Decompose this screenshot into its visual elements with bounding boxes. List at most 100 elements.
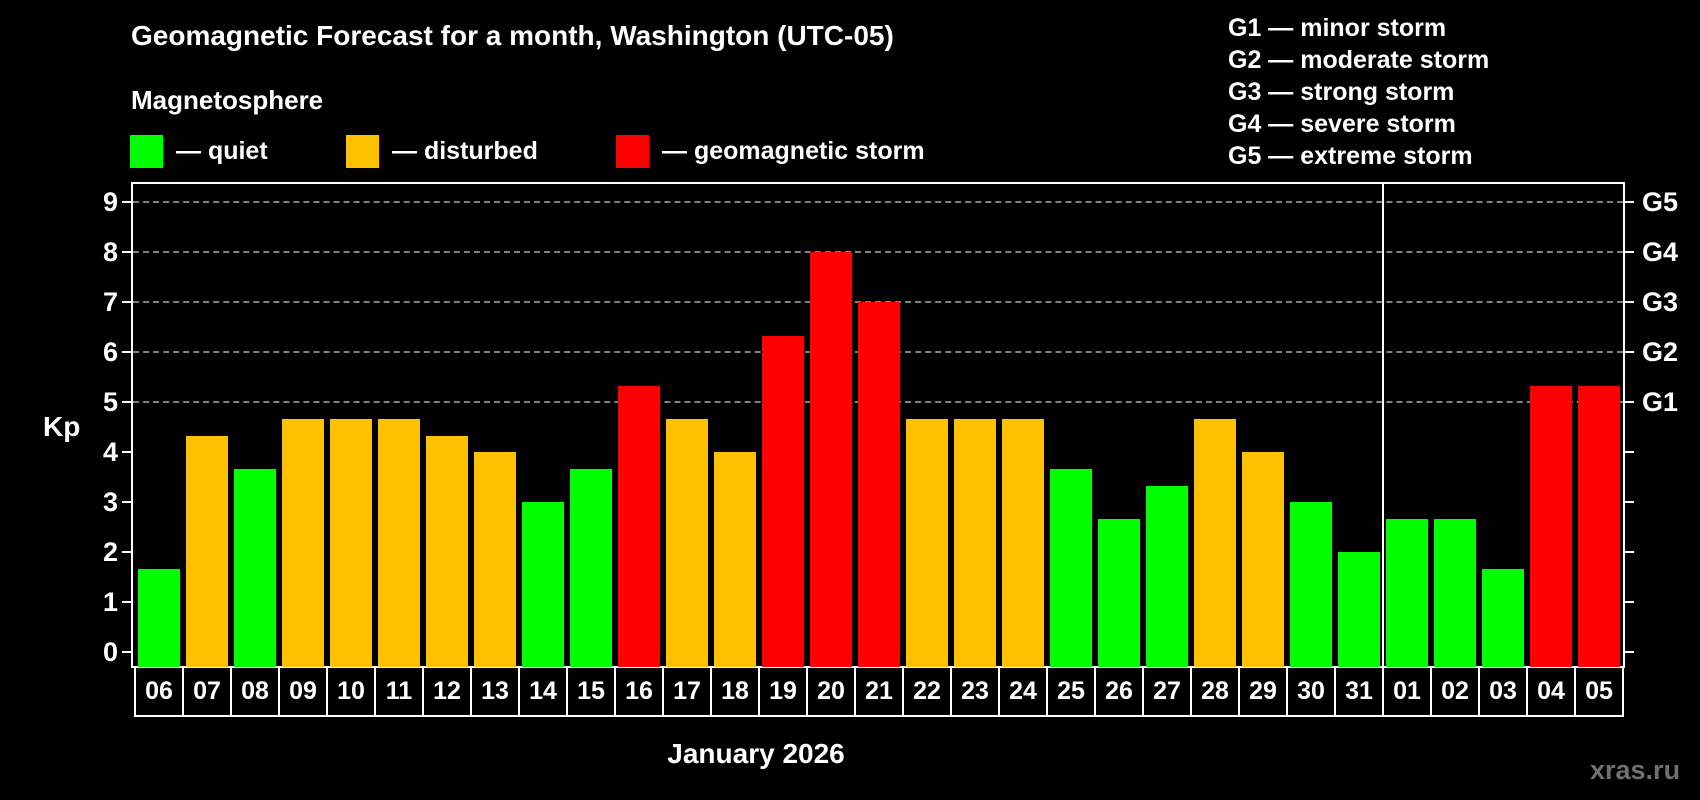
y-tick-left: [122, 401, 131, 403]
y-tick-label: 1: [102, 587, 118, 617]
date-label: 10: [326, 668, 374, 715]
y-tick-right: [1625, 351, 1634, 353]
date-label: 18: [710, 668, 758, 715]
y-tick-label: 0: [102, 637, 118, 667]
legend-label: — quiet: [176, 137, 268, 165]
y-tick-left: [122, 501, 131, 503]
y-tick-left: [122, 201, 131, 203]
y-tick-label: 4: [102, 437, 118, 467]
date-label: 19: [758, 668, 806, 715]
bar-storm: [1578, 386, 1620, 667]
date-label: 25: [1046, 668, 1094, 715]
y-tick-right: [1625, 401, 1634, 403]
gridline: [133, 251, 1623, 253]
date-label: 31: [1334, 668, 1382, 715]
gridline: [133, 201, 1623, 203]
bar-quiet: [1338, 552, 1380, 667]
bar-quiet: [234, 469, 276, 667]
legend-quiet: — quiet: [130, 135, 268, 168]
y-tick-left: [122, 601, 131, 603]
legend-label: — disturbed: [392, 137, 538, 165]
y-tick-label: 2: [102, 537, 118, 567]
y-tick-left: [122, 551, 131, 553]
date-label: 24: [998, 668, 1046, 715]
bar-disturbed: [330, 419, 372, 667]
disturbed-swatch: [346, 135, 379, 168]
bar-storm: [618, 386, 660, 667]
y-tick-label: 7: [102, 287, 118, 317]
date-label: 06: [145, 677, 173, 705]
y-tick-label: 5: [102, 387, 118, 417]
bar-quiet: [1146, 486, 1188, 667]
y-tick-right: [1625, 251, 1634, 253]
date-label: 27: [1142, 668, 1190, 715]
date-label: 11: [374, 668, 422, 715]
date-label: 22: [902, 668, 950, 715]
date-label: 29: [1238, 668, 1286, 715]
date-label: 08: [230, 668, 278, 715]
y-tick-right: [1625, 451, 1634, 453]
date-axis: 06 07 08 09 10 11 12 13 14 15 16 17 18 19 20 21 22 23 24 25…: [134, 668, 1624, 717]
bar-quiet: [522, 502, 564, 667]
bar-quiet: [138, 569, 180, 667]
date-label: 12: [422, 668, 470, 715]
y-tick-left: [122, 301, 131, 303]
g4-legend: G4 — severe storm: [1228, 110, 1456, 138]
y-tick-right: [1625, 601, 1634, 603]
x-axis-label: January 2026: [667, 738, 845, 769]
date-label: 05: [1574, 668, 1622, 715]
y-tick-left: [122, 651, 131, 653]
y-axis-label: Kp: [43, 411, 81, 442]
quiet-swatch: [130, 135, 163, 168]
bar-quiet: [1386, 519, 1428, 667]
legend-storm: — geomagnetic storm: [616, 135, 925, 168]
date-label: 01: [1382, 668, 1430, 715]
y-tick-label: 8: [102, 237, 118, 267]
g5-legend: G5 — extreme storm: [1228, 142, 1473, 170]
bar-disturbed: [1194, 419, 1236, 667]
bar-storm: [858, 302, 900, 667]
bar-storm: [762, 336, 804, 667]
g-scale-label: G4: [1642, 237, 1679, 267]
date-label: 23: [950, 668, 998, 715]
bar-quiet: [1050, 469, 1092, 667]
y-tick-right: [1625, 651, 1634, 653]
date-label: 14: [518, 668, 566, 715]
bar-disturbed: [474, 452, 516, 667]
bar-storm: [1530, 386, 1572, 667]
y-tick-label: 3: [102, 487, 118, 517]
y-tick-label: 9: [102, 187, 118, 217]
bar-quiet: [1434, 519, 1476, 667]
watermark: xras.ru: [1590, 755, 1681, 785]
g2-legend: G2 — moderate storm: [1228, 46, 1490, 74]
bar-quiet: [1482, 569, 1524, 667]
bar-disturbed: [954, 419, 996, 667]
magnetosphere-label: Magnetosphere: [131, 85, 324, 115]
date-label: 30: [1286, 668, 1334, 715]
plot-area: [131, 182, 1625, 668]
g3-legend: G3 — strong storm: [1228, 78, 1455, 106]
g1-legend: G1 — minor storm: [1228, 14, 1447, 42]
g-scale-label: G5: [1642, 187, 1679, 217]
date-label: 20: [806, 668, 854, 715]
bar-disturbed: [666, 419, 708, 667]
bar-disturbed: [282, 419, 324, 667]
bar-quiet: [1290, 502, 1332, 667]
g-scale-label: G3: [1642, 287, 1679, 317]
month-separator: [1382, 182, 1384, 668]
y-tick-left: [122, 251, 131, 253]
y-tick-left: [122, 451, 131, 453]
y-tick-right: [1625, 301, 1634, 303]
bar-disturbed: [1242, 452, 1284, 667]
y-tick-right: [1625, 551, 1634, 553]
g-scale-label: G1: [1642, 387, 1679, 417]
date-label: 15: [566, 668, 614, 715]
date-label: 09: [278, 668, 326, 715]
bar-disturbed: [906, 419, 948, 667]
chart-title: Geomagnetic Forecast for a month, Washin…: [131, 20, 894, 51]
date-label: 07: [182, 668, 230, 715]
date-label: 26: [1094, 668, 1142, 715]
date-label: 13: [470, 668, 518, 715]
storm-swatch: [616, 135, 649, 168]
date-label: 04: [1526, 668, 1574, 715]
